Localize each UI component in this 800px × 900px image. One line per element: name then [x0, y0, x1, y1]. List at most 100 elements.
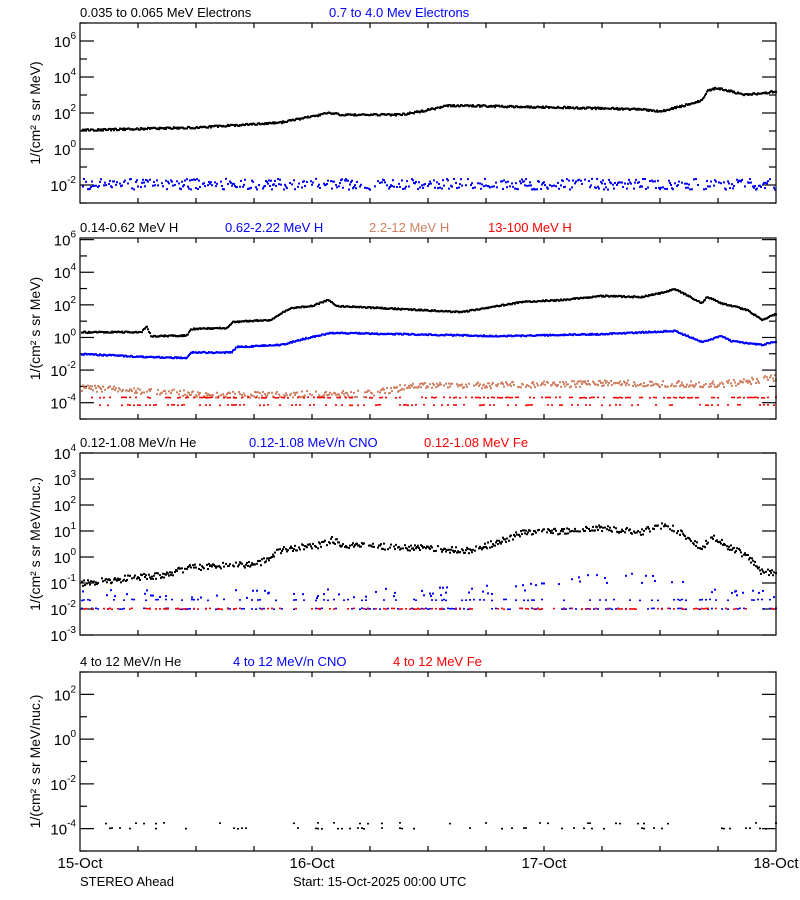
data-point	[343, 393, 345, 396]
data-point	[109, 127, 111, 130]
data-point	[639, 396, 641, 399]
y-tick-label: 102	[54, 495, 77, 515]
data-point	[414, 544, 416, 547]
data-point	[578, 178, 580, 181]
data-point	[350, 181, 352, 184]
data-point	[141, 574, 143, 577]
data-point	[675, 385, 677, 388]
data-point	[239, 393, 241, 396]
data-point	[333, 180, 335, 183]
data-point	[555, 529, 557, 532]
data-point	[694, 384, 696, 387]
data-point	[521, 533, 523, 536]
data-point	[721, 381, 723, 384]
data-point	[369, 188, 371, 191]
data-point	[99, 396, 101, 399]
data-point	[133, 576, 135, 579]
data-point	[189, 179, 191, 182]
data-point	[563, 527, 565, 530]
data-point	[401, 827, 403, 830]
data-point	[540, 187, 542, 190]
data-point	[519, 607, 521, 610]
data-point	[541, 582, 543, 585]
data-point	[733, 184, 735, 187]
data-point	[580, 179, 582, 182]
data-point	[193, 566, 195, 569]
data-point	[496, 186, 498, 189]
data-point	[441, 187, 443, 190]
data-point	[389, 391, 391, 394]
data-point	[679, 607, 681, 610]
data-point	[727, 180, 729, 183]
data-point	[275, 184, 277, 187]
data-point	[89, 187, 91, 190]
data-point	[325, 404, 327, 407]
data-point	[193, 396, 195, 399]
data-point	[585, 397, 587, 399]
data-point	[589, 529, 591, 532]
data-point	[528, 184, 530, 187]
data-point	[691, 188, 693, 191]
data-point	[433, 383, 435, 386]
data-point	[119, 388, 121, 391]
data-point	[105, 578, 107, 581]
data-point	[223, 565, 225, 568]
data-point	[532, 381, 534, 384]
data-point	[687, 186, 689, 189]
data-point	[317, 115, 319, 118]
data-point	[769, 607, 771, 610]
data-point	[538, 180, 540, 183]
data-point	[312, 181, 314, 184]
data-point	[149, 389, 151, 392]
data-point	[119, 608, 121, 610]
data-point	[527, 404, 529, 406]
data-point	[604, 526, 606, 529]
data-point	[465, 599, 467, 601]
data-point	[649, 180, 651, 183]
data-point	[695, 177, 697, 180]
data-point	[159, 574, 161, 577]
data-point	[491, 592, 493, 595]
data-point	[95, 581, 97, 584]
data-point	[394, 591, 396, 594]
data-point	[767, 180, 769, 183]
data-point	[451, 382, 453, 385]
data-point	[323, 182, 325, 185]
data-point	[256, 188, 258, 191]
data-point	[83, 177, 85, 180]
data-point	[198, 179, 200, 182]
data-point	[601, 384, 603, 387]
data-point	[684, 182, 686, 185]
data-point	[315, 599, 317, 602]
data-point	[234, 392, 236, 395]
data-point	[501, 180, 503, 183]
data-point	[669, 181, 671, 184]
data-point	[605, 608, 607, 610]
data-point	[470, 549, 472, 552]
data-point	[140, 186, 142, 189]
data-point	[342, 390, 344, 393]
data-point	[453, 397, 455, 399]
data-point	[95, 607, 97, 610]
data-point	[484, 542, 486, 545]
data-point	[681, 397, 683, 399]
data-point	[223, 598, 225, 601]
data-point	[263, 607, 265, 610]
data-point	[704, 546, 706, 549]
data-point	[580, 380, 582, 383]
data-point	[653, 827, 655, 829]
data-point	[190, 188, 192, 191]
data-point	[107, 608, 109, 610]
data-point	[183, 389, 185, 392]
data-point	[763, 571, 765, 574]
data-point	[417, 188, 419, 191]
data-point	[125, 354, 127, 357]
data-point	[536, 382, 538, 385]
data-point	[265, 123, 267, 126]
data-point	[214, 181, 216, 184]
data-point	[576, 106, 578, 109]
data-point	[659, 386, 661, 389]
data-point	[309, 404, 311, 406]
data-point	[363, 607, 365, 610]
data-point	[182, 185, 184, 188]
